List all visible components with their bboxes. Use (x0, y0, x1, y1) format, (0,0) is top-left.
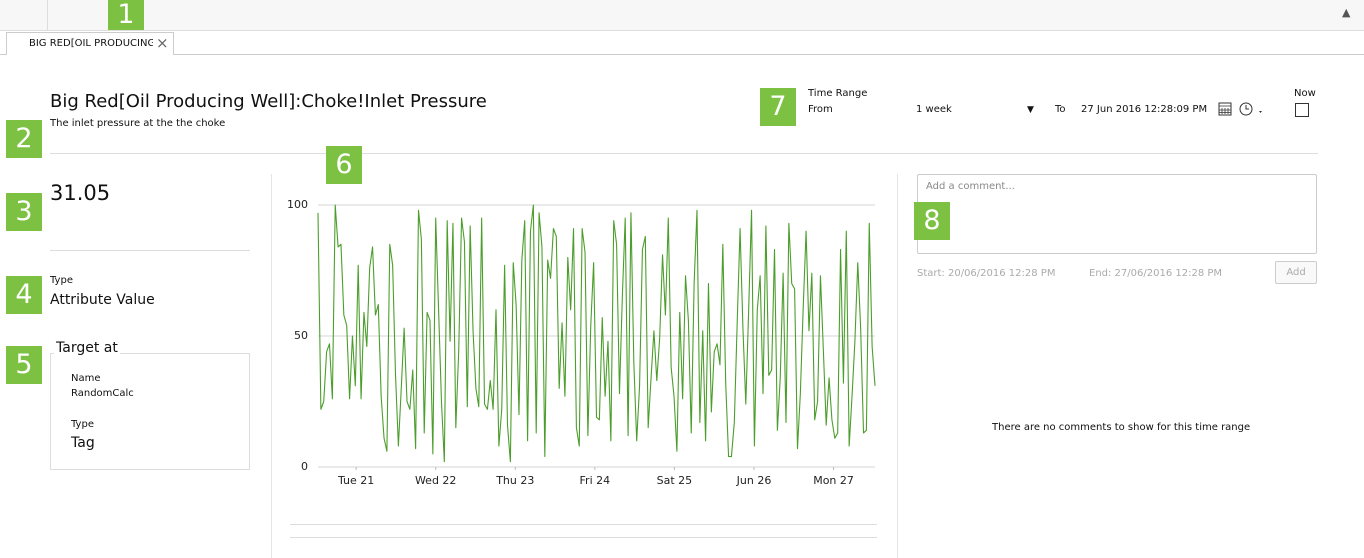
type-value: Attribute Value (50, 292, 155, 308)
to-value[interactable]: 27 Jun 2016 12:28:09 PM (1081, 104, 1208, 115)
type-label: Type (50, 275, 73, 286)
trend-chart: 0 50 100 Tue 21 Wed 22 Thu 23 Fri 24 Sat 25 Jun … (287, 198, 876, 487)
comment-input[interactable]: Add a comment... (917, 174, 1317, 254)
chart-divider (290, 524, 877, 525)
add-button[interactable]: Add (1275, 261, 1317, 284)
comment-end: End: 27/06/2016 12:28 PM (1089, 268, 1223, 279)
comment-start: Start: 20/06/2016 12:28 PM (917, 268, 1056, 279)
callout: 7 (760, 88, 796, 126)
data-line (317, 204, 876, 463)
page-title: Big Red[Oil Producing Well]:Choke!Inlet … (50, 91, 487, 112)
tab[interactable]: BIG RED[OIL PRODUCING × (6, 32, 174, 55)
header-divider (50, 153, 1318, 154)
y-tick-label: 0 (301, 460, 308, 473)
x-tick-label: Sat 25 (657, 474, 693, 487)
empty-message: There are no comments to show for this t… (992, 422, 1251, 433)
panel-divider (897, 174, 898, 558)
target-box (50, 353, 250, 470)
dropdown-arrow[interactable]: ▼ (1027, 105, 1034, 115)
callout: 1 (108, 0, 144, 30)
comment-placeholder: Add a comment... (926, 181, 1015, 192)
description: The inlet pressure at the the choke (50, 118, 226, 129)
toolbar-divider (47, 0, 48, 30)
callout: 6 (326, 146, 362, 184)
scroll-up-icon[interactable]: ▲ (1342, 6, 1351, 19)
name-value: RandomCalc (71, 388, 134, 399)
calendar-icon[interactable] (1218, 102, 1232, 116)
chart-divider (290, 537, 877, 538)
tab-strip (0, 54, 1364, 55)
tab-label: BIG RED[OIL PRODUCING (29, 38, 153, 49)
callout: 4 (6, 276, 42, 314)
x-tick-label: Fri 24 (580, 474, 611, 487)
callout: 5 (6, 346, 42, 384)
current-value: 31.05 (50, 181, 111, 205)
x-tick-label: Wed 22 (415, 474, 456, 487)
toolbar (0, 0, 1364, 31)
x-tick-label: Thu 23 (495, 474, 534, 487)
y-tick-label: 50 (294, 329, 308, 342)
x-tick-label: Mon 27 (813, 474, 854, 487)
from-label: From (808, 104, 833, 115)
name-label: Name (71, 373, 101, 384)
now-checkbox[interactable] (1295, 103, 1309, 117)
panel-divider (271, 174, 272, 558)
to-label: To (1055, 104, 1066, 115)
target-type-label: Type (71, 419, 94, 430)
target-title: Target at (54, 340, 120, 356)
target-type-value: Tag (71, 435, 95, 451)
from-dropdown[interactable]: 1 week (916, 104, 952, 115)
callout: 3 (6, 193, 42, 231)
now-label: Now (1294, 88, 1316, 99)
clock-icon[interactable] (1239, 101, 1263, 117)
tab-close[interactable]: × (156, 34, 169, 52)
left-divider (50, 250, 250, 251)
x-tick-label: Jun 26 (736, 474, 772, 487)
x-tick-label: Tue 21 (337, 474, 374, 487)
y-tick-label: 100 (287, 198, 308, 211)
callout: 2 (6, 120, 42, 158)
callout: 8 (914, 202, 950, 240)
time-range-label: Time Range (808, 88, 868, 99)
